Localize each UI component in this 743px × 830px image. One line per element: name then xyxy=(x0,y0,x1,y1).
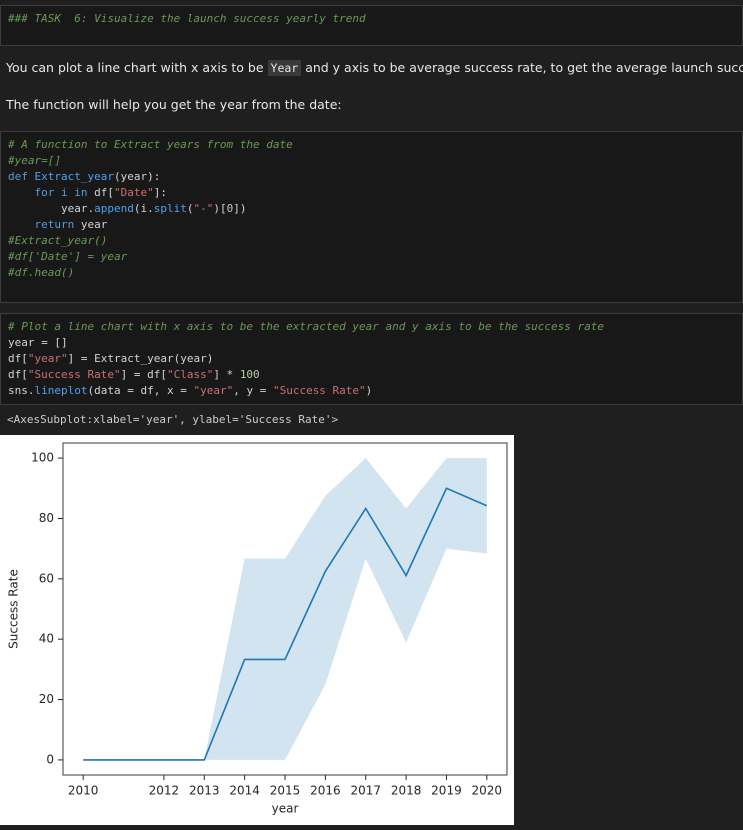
y-tick-label: 60 xyxy=(39,571,54,585)
x-axis-label: year xyxy=(272,802,299,816)
markdown-source: ### TASK 6: Visualize the launch success… xyxy=(8,11,366,27)
code-line: return year xyxy=(8,217,293,233)
code-cell[interactable]: # Plot a line chart with x axis to be th… xyxy=(0,313,743,405)
code-token: df[ xyxy=(8,368,28,381)
code-token: "Date" xyxy=(113,186,154,199)
code-token: 100 xyxy=(239,368,260,381)
code-token: # A function to Extract years from the d… xyxy=(8,138,293,151)
x-tick-label: 2014 xyxy=(229,784,260,798)
code-token: #df['Date'] = year xyxy=(8,250,128,263)
code-token: lineplot xyxy=(34,384,88,397)
code-token: year. xyxy=(8,202,95,215)
code-token: append xyxy=(94,202,134,215)
code-token: ] * xyxy=(213,368,240,381)
code-token: #df.head() xyxy=(8,266,75,279)
code-token: for i in xyxy=(8,186,95,199)
axes-frame xyxy=(62,442,508,776)
markdown-cell[interactable]: ### TASK 6: Visualize the launch success… xyxy=(0,5,743,46)
code-line: def Extract_year(year): xyxy=(8,169,293,185)
line xyxy=(83,487,488,761)
x-tick-label: 2016 xyxy=(310,784,341,798)
code-token: , y = xyxy=(233,384,273,397)
code-cell[interactable]: # A function to Extract years from the d… xyxy=(0,131,743,303)
code-line: sns.lineplot(data = df, x = "year", y = … xyxy=(8,383,604,399)
paragraph: You can plot a line chart with x axis to… xyxy=(6,60,743,76)
code-line: #year=[] xyxy=(8,153,293,169)
code-token: ] = df[ xyxy=(120,368,167,381)
x-tick-label: 2012 xyxy=(149,784,180,798)
code-token: df[ xyxy=(8,352,28,365)
x-tick-label: 2018 xyxy=(391,784,422,798)
code-line: # Plot a line chart with x axis to be th… xyxy=(8,319,604,335)
y-axis-label: Success Rate xyxy=(7,569,21,649)
text: You can plot a line chart with x axis to… xyxy=(6,60,268,75)
paragraph: The function will help you get the year … xyxy=(6,97,342,112)
code-token: "Success Rate" xyxy=(272,384,366,397)
code-token: (year): xyxy=(113,170,161,183)
code-token: (data = df, x = xyxy=(87,384,194,397)
code-line: #df.head() xyxy=(8,265,293,281)
code-token: "-" xyxy=(193,202,214,215)
code-token: ### TASK 6: Visualize the launch success… xyxy=(8,12,366,25)
code-token: )[ xyxy=(213,202,227,215)
text: and y axis to be average success rate, t… xyxy=(305,60,743,75)
code-token: ]) xyxy=(233,202,247,215)
code-line: df["Success Rate"] = df["Class"] * 100 xyxy=(8,367,604,383)
code-token: year = [] xyxy=(8,336,68,349)
code-line: ### TASK 6: Visualize the launch success… xyxy=(8,11,366,27)
y-tick-label: 40 xyxy=(39,632,54,646)
code-line: year = [] xyxy=(8,335,604,351)
code-token: def xyxy=(8,170,35,183)
cell-output: <AxesSubplot:xlabel='year', ylabel='Succ… xyxy=(7,413,339,426)
x-tick-label: 2019 xyxy=(431,784,462,798)
code-line: #Extract_year() xyxy=(8,233,293,249)
code-token: df[ xyxy=(94,186,114,199)
x-tick-label: 2020 xyxy=(472,784,503,798)
code-token: # Plot a line chart with x axis to be th… xyxy=(8,320,605,333)
code-token: ( xyxy=(186,202,194,215)
code-token: ] = Extract_year(year) xyxy=(67,352,214,365)
code-token: "Success Rate" xyxy=(27,368,121,381)
code-token: ) xyxy=(365,384,373,397)
code-token: sns. xyxy=(8,384,35,397)
code-token: "Class" xyxy=(166,368,214,381)
x-tick-label: 2017 xyxy=(350,784,381,798)
code-token: 0 xyxy=(226,202,234,215)
code-token: ]: xyxy=(153,186,167,199)
code-line: for i in df["Date"]: xyxy=(8,185,293,201)
code-token: "year" xyxy=(193,384,234,397)
code-token: year xyxy=(80,218,108,231)
code-token: #year=[] xyxy=(8,154,61,167)
code-line: year.append(i.split("-")[0]) xyxy=(8,201,293,217)
code-token: return xyxy=(8,218,81,231)
y-tick-label: 20 xyxy=(39,692,54,706)
code-token: split xyxy=(153,202,187,215)
y-tick-label: 100 xyxy=(31,451,54,465)
inline-code: Year xyxy=(267,60,302,76)
x-tick-label: 2015 xyxy=(270,784,301,798)
code-line: # A function to Extract years from the d… xyxy=(8,137,293,153)
code-token: "year" xyxy=(27,352,68,365)
y-tick-label: 0 xyxy=(46,752,54,766)
confidence-band xyxy=(83,458,487,760)
code: # A function to Extract years from the d… xyxy=(8,137,293,281)
code-token: (i. xyxy=(133,202,154,215)
code-line: df["year"] = Extract_year(year) xyxy=(8,351,604,367)
x-tick-label: 2013 xyxy=(189,784,220,798)
chart: 0 20 40 60 80 100 2010 2012 2013 2014 2015 2016 2017… xyxy=(0,435,514,825)
code-token: Extract_year xyxy=(34,170,114,183)
code-line: #df['Date'] = year xyxy=(8,249,293,265)
code-token: #Extract_year() xyxy=(8,234,108,247)
code: # Plot a line chart with x axis to be th… xyxy=(8,319,604,399)
x-tick-label: 2010 xyxy=(68,784,99,798)
y-tick-label: 80 xyxy=(39,511,54,525)
